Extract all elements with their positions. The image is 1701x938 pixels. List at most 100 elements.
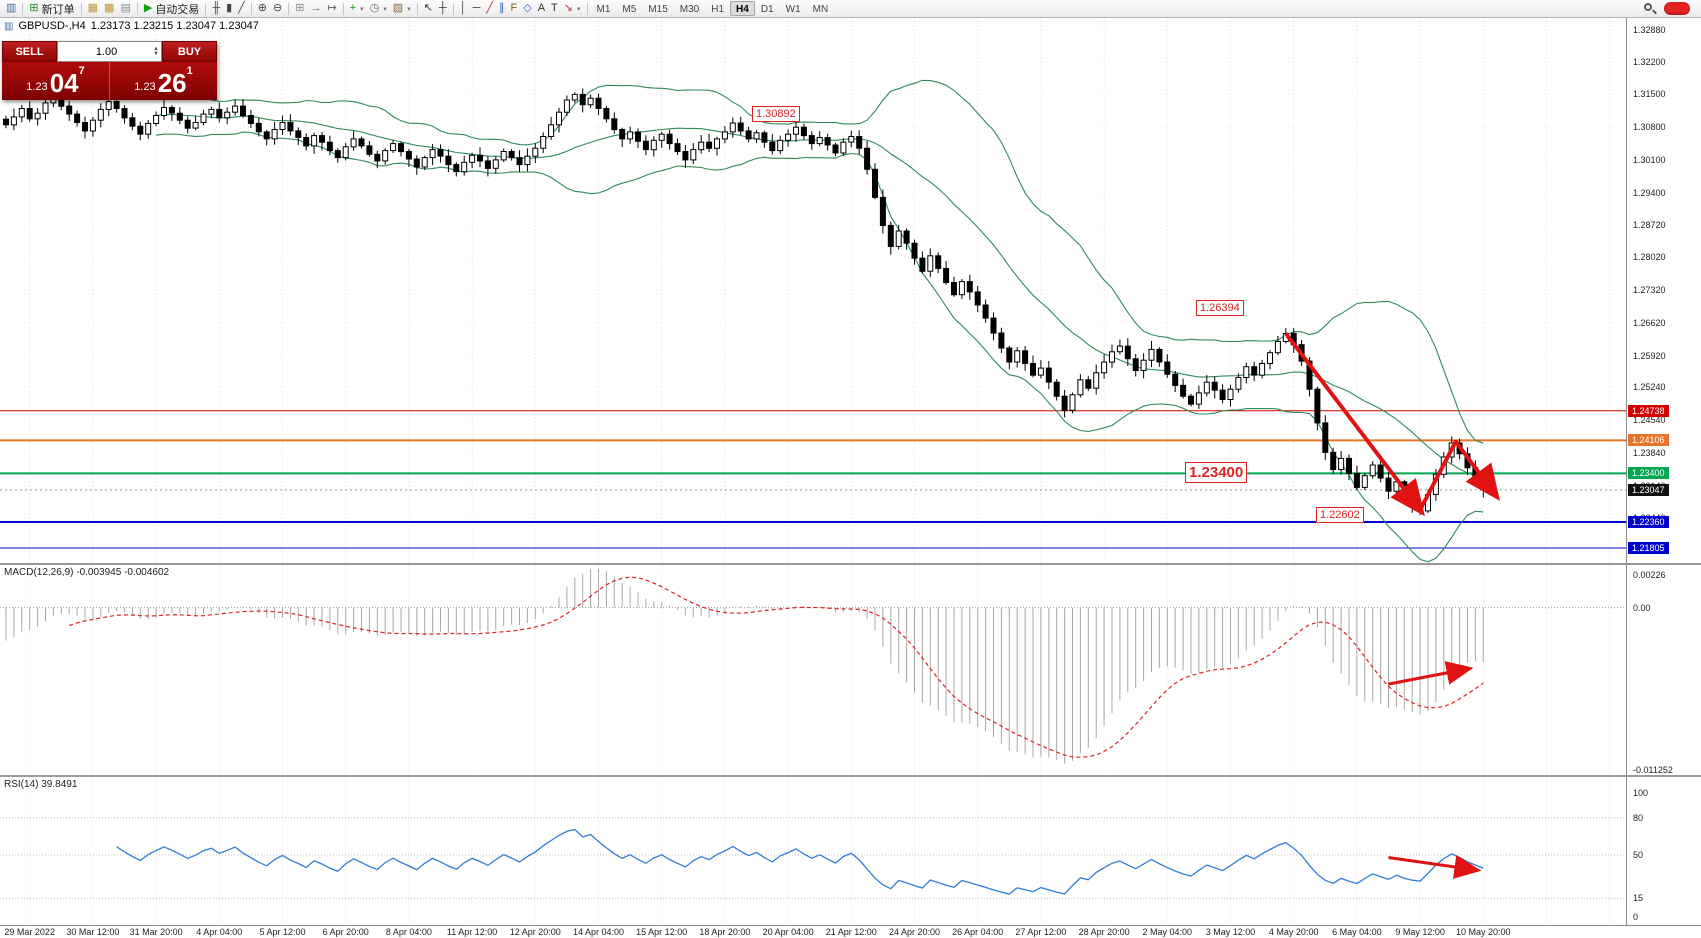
data-window-icon[interactable]: ▤ (117, 1, 133, 17)
candlestick-chart-icon-glyph: ▮ (226, 2, 233, 14)
price-tag: 1.21805 (1628, 542, 1669, 555)
shapes-icon-glyph: ◇ (523, 2, 532, 14)
macd-scale[interactable]: 0.00226 0.00 -0.011252 (1626, 565, 1701, 775)
toolbar-separator (205, 2, 207, 15)
volume-input[interactable]: 1.00 ▲ ▼ (57, 41, 162, 62)
timeframe-h4[interactable]: H4 (730, 1, 755, 16)
candlestick-chart-icon[interactable]: ▮ (223, 1, 235, 17)
label-icon[interactable]: T (548, 1, 561, 17)
macd-panel: MACD(12,26,9) -0.003945 -0.004602 0.0022… (0, 563, 1701, 777)
horizontal-line-icon[interactable]: ─ (470, 1, 484, 17)
cursor-icon[interactable]: ↖ (421, 1, 436, 17)
indicators-icon-dropdown-icon[interactable]: ▾ (360, 5, 364, 13)
volume-spinner[interactable]: ▲ ▼ (153, 45, 159, 57)
volume-up-icon[interactable]: ▲ (153, 45, 159, 52)
charts-window-icon[interactable]: ▩ (101, 1, 117, 17)
time-axis-label: 8 Apr 04:00 (385, 927, 432, 937)
shapes-icon[interactable]: ◇ (520, 1, 534, 17)
toolbar-right (1643, 2, 1698, 15)
trendline-icon[interactable]: ╱ (483, 1, 496, 17)
bar-chart-icon[interactable]: ╫ (209, 1, 223, 17)
timeframe-m30[interactable]: M30 (679, 4, 700, 15)
chart-shift-icon[interactable]: ↦ (324, 1, 339, 17)
timeframe-d1[interactable]: D1 (760, 4, 774, 15)
sell-price[interactable]: 1.23 04 7 (2, 62, 110, 100)
trend-arrows (1284, 332, 1500, 517)
timeframe-w1[interactable]: W1 (785, 4, 801, 15)
arrows-icon-dropdown-icon[interactable]: ▾ (576, 5, 581, 13)
timeframe-mn[interactable]: MN (812, 4, 829, 15)
macd-scale-label: 0.00226 (1633, 570, 1666, 580)
channel-icon[interactable]: ∥ (496, 1, 508, 17)
indicators-icon[interactable]: + ▾ (347, 1, 367, 17)
price-scale-label: 1.30100 (1633, 154, 1666, 165)
templates-icon[interactable]: ▨ ▾ (390, 1, 414, 17)
sell-button[interactable]: SELL (2, 41, 57, 62)
toolbar-separator (22, 2, 24, 15)
periods-icon[interactable]: ◷ ▾ (367, 1, 390, 17)
volume-down-icon[interactable]: ▼ (153, 50, 159, 57)
fibonacci-icon[interactable]: F (507, 1, 520, 17)
rsi-scale-label: 50 (1633, 850, 1644, 860)
rsi-line (116, 828, 1484, 895)
toolbar-separator (288, 2, 290, 15)
price-tag: 1.22360 (1628, 516, 1669, 529)
macd-scale-label: -0.011252 (1633, 765, 1673, 775)
buy-button[interactable]: BUY (162, 41, 217, 62)
price-scale[interactable]: 1.32880 1.32200 1.31500 1.30800 1.30100 1.294… (1626, 18, 1701, 563)
line-chart-icon-glyph: ╱ (238, 2, 245, 14)
arrows-icon[interactable]: ↘ ▾ (561, 1, 584, 17)
trade-panel-header: SELL 1.00 ▲ ▼ BUY (2, 41, 217, 62)
zoom-out-icon[interactable]: ⊖ (270, 1, 285, 17)
timeframe-h1[interactable]: H1 (711, 4, 725, 15)
new-order-button[interactable]: ⊞ 新订单 (26, 1, 77, 17)
templates-icon-dropdown-icon[interactable]: ▾ (407, 5, 411, 13)
rsi-scale[interactable]: 100 80 50 15 0 (1626, 777, 1701, 925)
chart-window-icon[interactable]: ▥ (3, 1, 19, 17)
horizontal-lines (0, 410, 1626, 549)
time-axis-label: 12 Apr 20:00 (509, 927, 561, 937)
zoom-in-icon[interactable]: ⊕ (255, 1, 270, 17)
buy-price[interactable]: 1.23 26 1 (110, 62, 217, 100)
profiles-icon[interactable]: ▦ (85, 1, 101, 17)
price-annotation-high: 1.30892 (752, 106, 800, 122)
main-toolbar: ▥ ⊞ 新订单 ▦ ▩ ▤ ▶ 自动交易 ╫ ▮ ╱ ⊕ ⊖ ⊞ → ↦ + ▾ ◷ ▾ ▨ ▾ ↖ ┼ │ ─ ╱ ∥ F ◇ A T ↘ ▾ … (0, 0, 1701, 18)
timeframe-m1[interactable]: M1 (596, 4, 611, 15)
search-icon[interactable] (1643, 2, 1657, 15)
toolbar-items: ▥ ⊞ 新订单 ▦ ▩ ▤ ▶ 自动交易 ╫ ▮ ╱ ⊕ ⊖ ⊞ → ↦ + ▾ ◷ ▾ ▨ ▾ ↖ ┼ │ ─ ╱ ∥ F ◇ A T ↘ ▾ (3, 1, 591, 17)
price-tag: 1.24738 (1628, 404, 1669, 417)
zoom-in-icon-glyph: ⊕ (257, 2, 268, 14)
crosshair-icon[interactable]: ┼ (436, 1, 450, 17)
rsi-canvas[interactable] (0, 777, 1626, 927)
charts-window-icon-glyph: ▩ (104, 2, 115, 14)
arrows-icon-glyph: ↘ (563, 2, 573, 14)
text-icon[interactable]: A (535, 1, 548, 17)
price-scale-label: 1.28720 (1633, 219, 1666, 230)
time-axis[interactable]: 29 Mar 2022 30 Mar 12:00 31 Mar 20:00 4 Apr… (0, 925, 1701, 938)
price-scale-label: 1.24540 (1633, 415, 1666, 426)
time-axis-label: 4 Apr 04:00 (196, 927, 243, 937)
auto-scroll-icon[interactable]: → (307, 1, 324, 17)
channel-icon-glyph: ∥ (498, 2, 505, 14)
notification-badge[interactable] (1664, 2, 1690, 15)
periods-icon-glyph: ◷ (369, 2, 380, 14)
templates-icon-glyph: ▨ (392, 2, 404, 14)
time-axis-label: 28 Apr 20:00 (1078, 927, 1130, 937)
timeframe-m5[interactable]: M5 (622, 4, 637, 15)
trendline-icon-glyph: ╱ (486, 2, 493, 14)
price-scale-label: 1.32880 (1633, 24, 1666, 35)
vertical-line-icon[interactable]: │ (457, 1, 470, 17)
timeframe-m15[interactable]: M15 (648, 4, 668, 15)
zoom-out-icon-glyph: ⊖ (273, 2, 283, 14)
macd-canvas[interactable] (0, 565, 1626, 777)
tile-windows-icon[interactable]: ⊞ (292, 1, 307, 17)
periods-icon-dropdown-icon[interactable]: ▾ (383, 5, 387, 13)
toolbar-separator (80, 2, 82, 15)
line-chart-icon[interactable]: ╱ (235, 1, 248, 17)
toolbar-separator (250, 2, 252, 15)
cursor-icon-glyph: ↖ (423, 2, 433, 14)
time-axis-label: 24 Apr 20:00 (888, 927, 941, 937)
auto-trading-button[interactable]: ▶ 自动交易 (141, 1, 202, 17)
price-chart-canvas[interactable] (0, 18, 1626, 563)
volume-value[interactable]: 1.00 (95, 45, 118, 58)
